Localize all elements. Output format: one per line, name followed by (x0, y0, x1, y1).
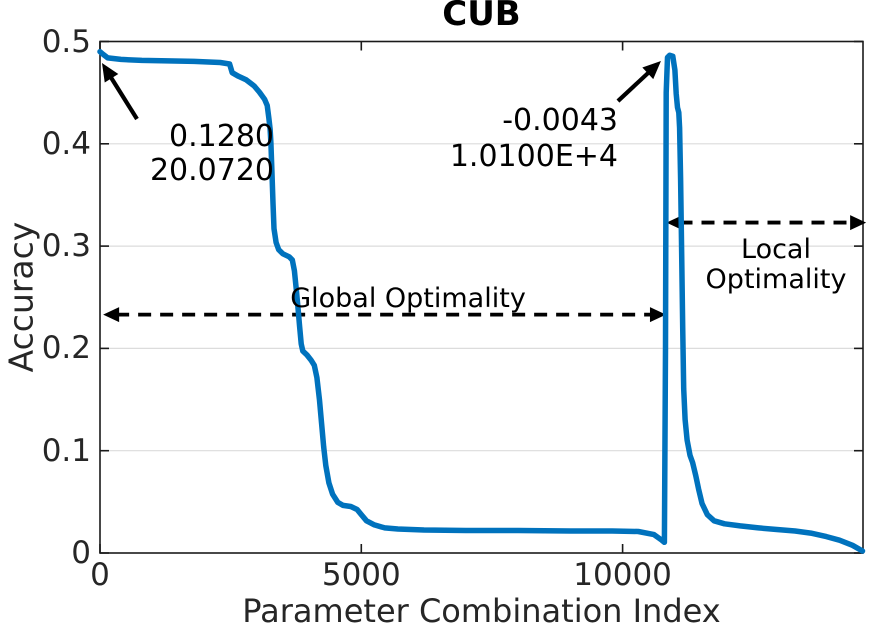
peak-point-annotation-line2: 1.0100E+4 (449, 139, 618, 174)
y-tick-label: 0 (71, 535, 91, 571)
start-point-arrow (108, 74, 139, 121)
local-optimality-arrow-right-arrowhead-icon (850, 215, 867, 231)
start-point-annotation-line2: 20.0720 (149, 153, 274, 188)
y-tick-label: 0.4 (41, 125, 91, 162)
local-optimality-label: Local Optimality (676, 235, 869, 295)
accuracy-curve (97, 48, 866, 554)
x-axis-label: Parameter Combination Index (242, 592, 721, 630)
peak-point-arrow (616, 69, 652, 103)
axis-box (99, 40, 864, 554)
y-axis-label: Accuracy (1, 221, 41, 373)
local-optimality-label-line2: Optimality (705, 264, 847, 295)
global-optimality-label: Global Optimality (290, 283, 526, 314)
y-tick-label: 0.5 (41, 23, 91, 60)
chart-title: CUB (442, 0, 521, 34)
start-point-annotation: 0.1280 20.0720 (150, 120, 274, 188)
peak-point-arrow-arrowhead-icon (642, 61, 661, 80)
global-optimality-arrow-right-arrowhead-icon (649, 307, 666, 323)
x-tick-label: 5000 (321, 557, 401, 593)
x-tick-label: 0 (90, 557, 110, 593)
global-optimality-arrow-left-arrowhead-icon (103, 307, 120, 323)
x-tick-label: 10000 (573, 557, 672, 593)
peak-point-annotation: -0.0043 1.0100E+4 (450, 103, 618, 175)
peak-point-annotation-line1: -0.0043 (502, 103, 618, 138)
y-tick-label: 0.3 (41, 228, 91, 265)
y-tick-label: 0.1 (41, 432, 91, 469)
y-tick-label: 0.2 (41, 330, 91, 367)
start-point-arrow-arrowhead-icon (101, 62, 119, 83)
start-point-annotation-line1: 0.1280 (169, 119, 274, 154)
local-optimality-label-line1: Local (741, 234, 811, 265)
